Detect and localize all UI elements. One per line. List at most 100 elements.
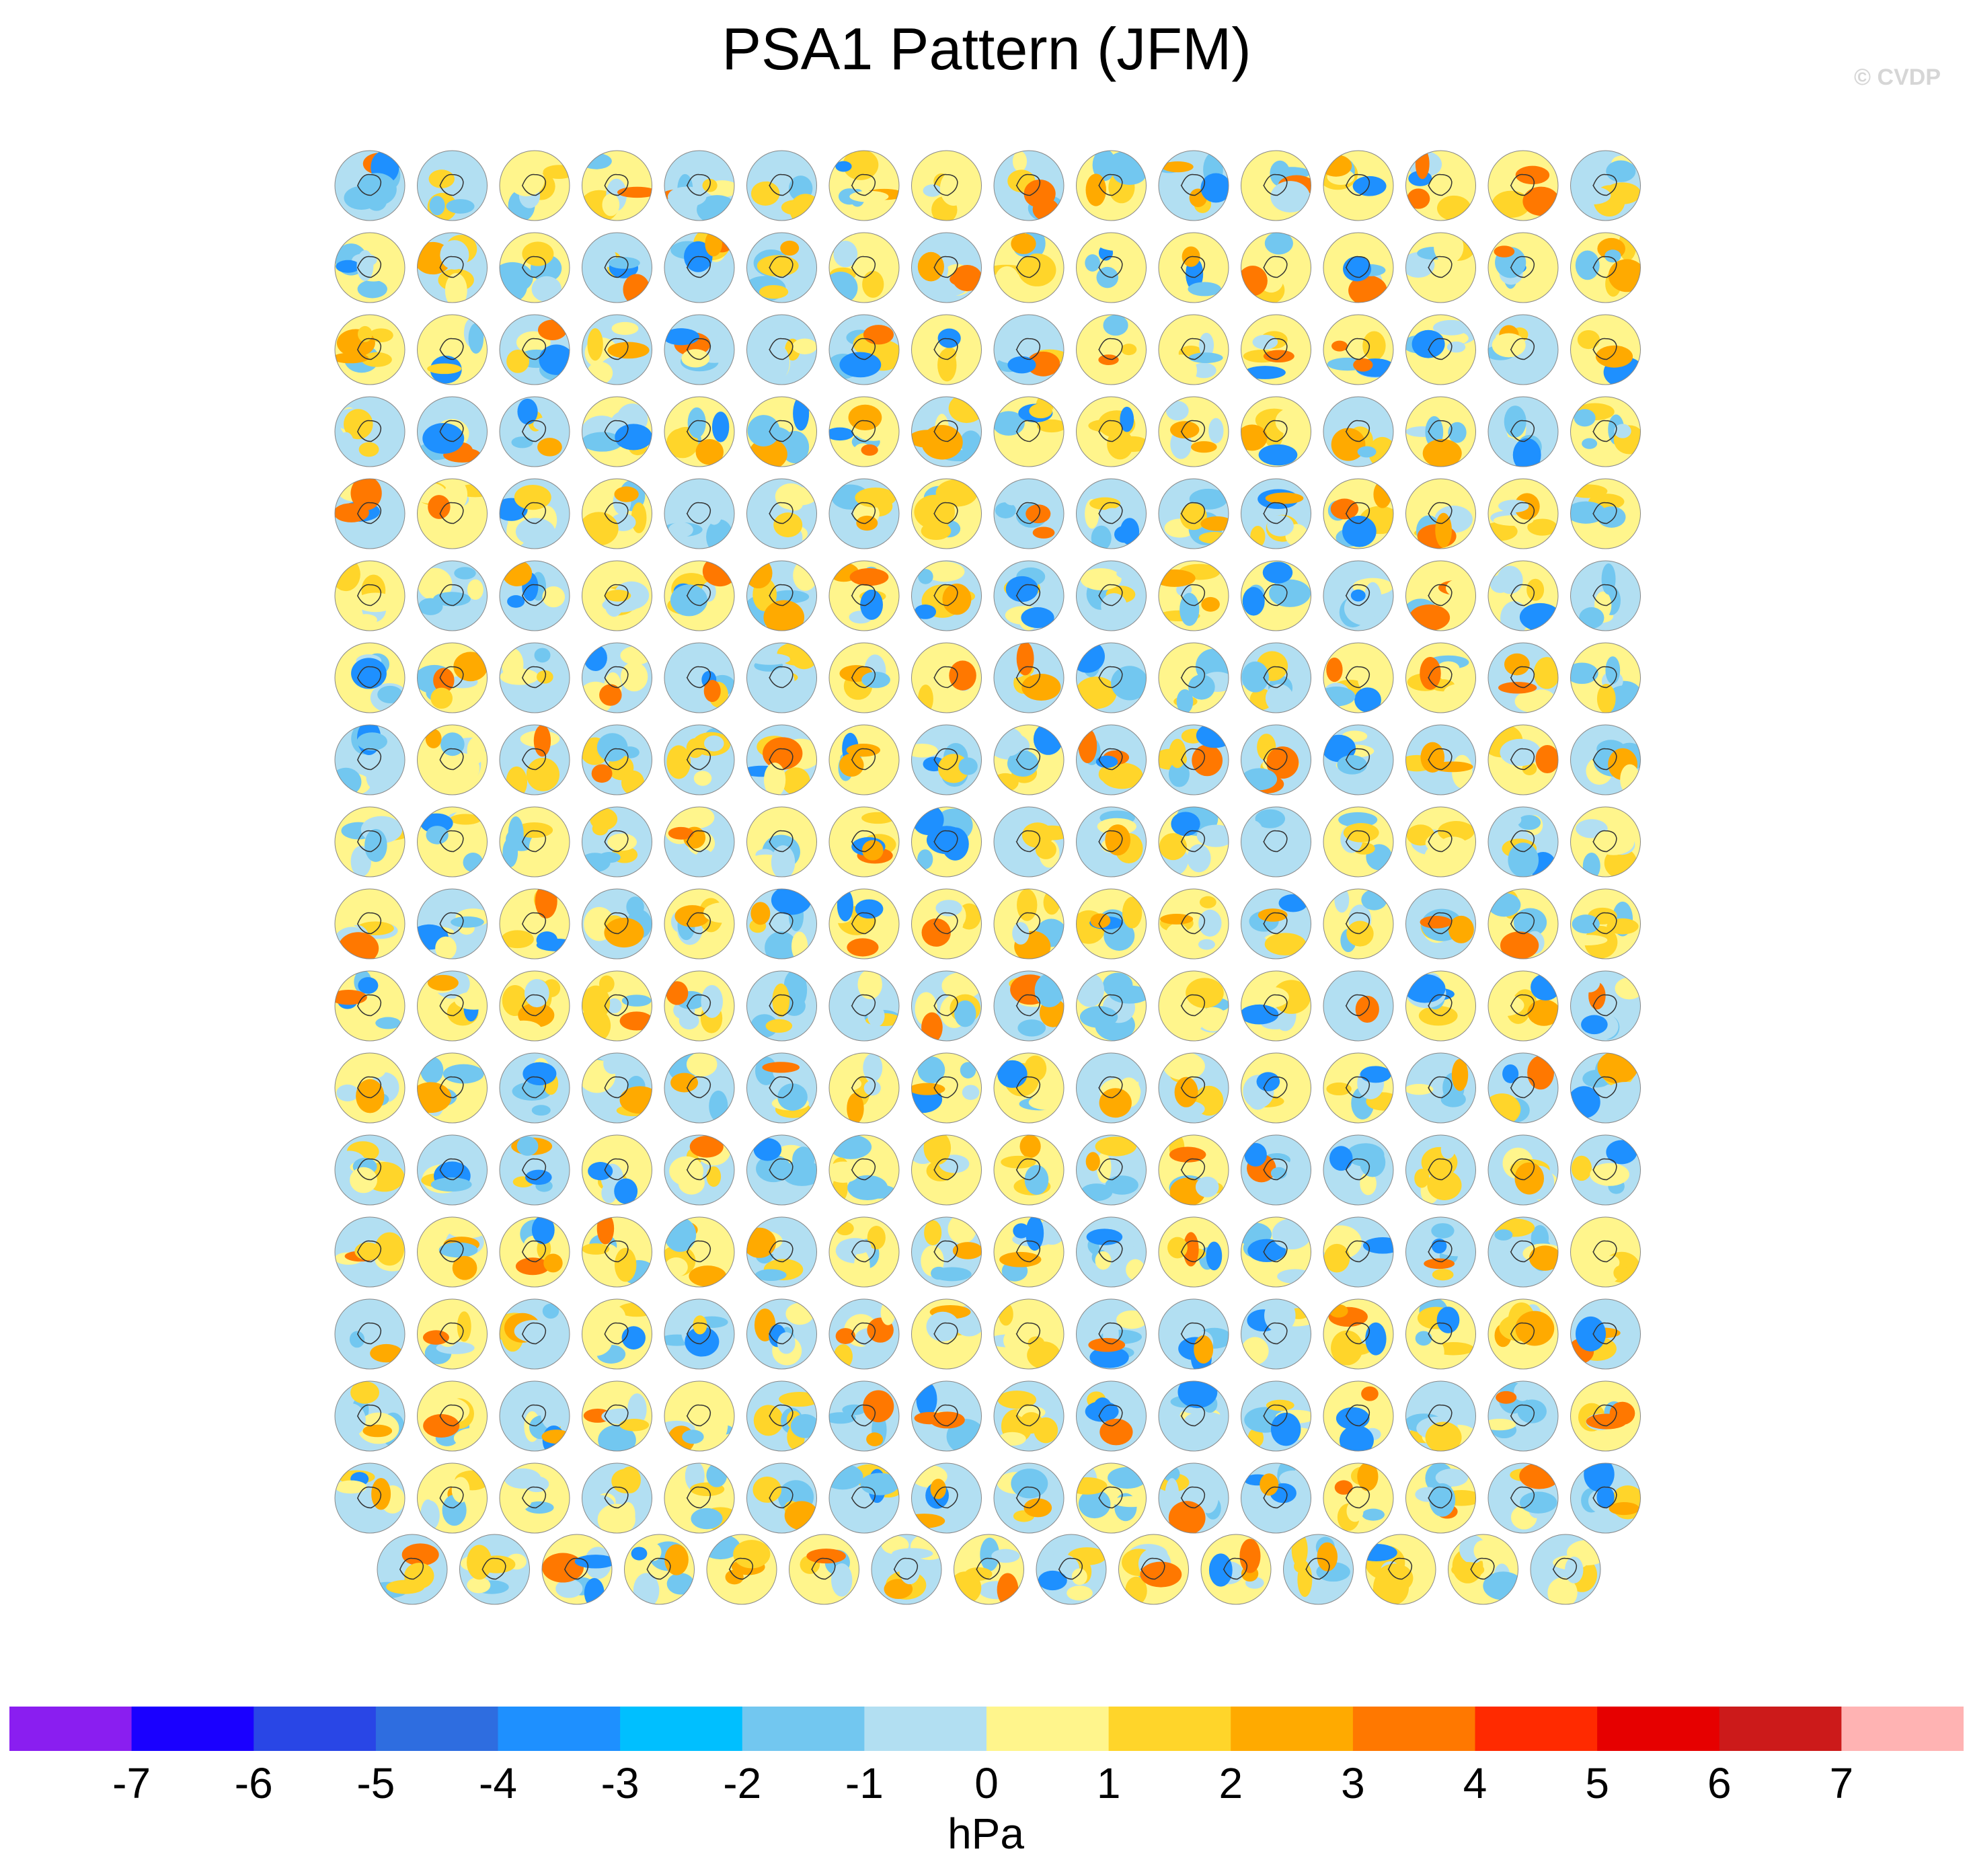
map-panel [1570, 396, 1641, 467]
map-panel [334, 1462, 405, 1534]
map-panel [417, 1298, 488, 1370]
map-panel [828, 806, 900, 877]
map-panel [417, 232, 488, 303]
map-panel [499, 1462, 570, 1534]
colorbar-tick-label: -6 [234, 1759, 273, 1807]
map-panel [664, 806, 735, 877]
colorbar-swatch [1597, 1707, 1720, 1751]
map-panel [828, 1052, 900, 1124]
map-panel [334, 1052, 405, 1124]
map-panel [1076, 1134, 1147, 1206]
map-panel [911, 806, 982, 877]
map-panel [1365, 1534, 1436, 1605]
map-panel [746, 1134, 817, 1206]
map-panel [1241, 1462, 1311, 1534]
map-panel [1530, 1534, 1601, 1605]
map-panel [911, 396, 982, 467]
map-panel [664, 1216, 735, 1288]
map-panel [1158, 806, 1229, 877]
map-panel [911, 1462, 982, 1534]
map-panel [1570, 724, 1641, 795]
map-panel [1405, 232, 1476, 303]
map-panel [1487, 150, 1559, 221]
map-panel [664, 1052, 735, 1124]
map-panel [417, 150, 488, 221]
map-panel [499, 1134, 570, 1206]
map-panel [417, 560, 488, 631]
map-panel [334, 478, 405, 549]
map-panel [1405, 888, 1476, 960]
map-panel [1158, 232, 1229, 303]
map-panel [911, 1216, 982, 1288]
map-panel [1158, 888, 1229, 960]
map-panel [1076, 970, 1147, 1042]
map-panel [1158, 1298, 1229, 1370]
map-panel [746, 232, 817, 303]
map-panel [993, 642, 1065, 713]
map-panel [1158, 1134, 1229, 1206]
map-panel [1570, 560, 1641, 631]
map-panel [1158, 150, 1229, 221]
map-panel [582, 1216, 652, 1288]
map-panel [1487, 478, 1559, 549]
map-panel [499, 1216, 570, 1288]
colorbar-tick-label: -1 [845, 1759, 884, 1807]
map-panel [417, 1462, 488, 1534]
map-panel [499, 396, 570, 467]
map-panel [1487, 1462, 1559, 1534]
map-panel [993, 478, 1065, 549]
map-panel [334, 888, 405, 960]
map-panel [1158, 1216, 1229, 1288]
colorbar-swatch [1841, 1707, 1964, 1751]
map-panel [664, 1134, 735, 1206]
map-panel [1323, 1462, 1394, 1534]
map-panel [1487, 560, 1559, 631]
map-panel [664, 888, 735, 960]
colorbar-tick-label: -3 [601, 1759, 640, 1807]
map-panel [499, 560, 570, 631]
map-panel [1241, 806, 1311, 877]
map-panel [1323, 478, 1394, 549]
map-panel [746, 150, 817, 221]
map-panel [1158, 560, 1229, 631]
map-panel [417, 642, 488, 713]
map-panel [1405, 642, 1476, 713]
map-panel [746, 970, 817, 1042]
map-panel [664, 970, 735, 1042]
map-panel [1405, 150, 1476, 221]
map-panel [664, 1380, 735, 1452]
map-panel [582, 1052, 652, 1124]
map-panel [499, 314, 570, 385]
colorbar-tick-label: -5 [356, 1759, 395, 1807]
map-panel [582, 642, 652, 713]
map-panel [582, 1462, 652, 1534]
map-panel [1570, 1134, 1641, 1206]
map-panel [1570, 1052, 1641, 1124]
map-panel [417, 888, 488, 960]
map-panel [911, 970, 982, 1042]
map-panel [334, 232, 405, 303]
colorbar-swatch [131, 1707, 254, 1751]
map-panel [1405, 1298, 1476, 1370]
colorbar-tick-label: 1 [1096, 1759, 1121, 1807]
map-panel [582, 1134, 652, 1206]
map-panel [828, 888, 900, 960]
map-panel [1487, 1298, 1559, 1370]
map-panel [334, 560, 405, 631]
map-panel [417, 1216, 488, 1288]
map-panel [1158, 642, 1229, 713]
map-panel [1487, 232, 1559, 303]
map-panel [746, 724, 817, 795]
map-panel [1487, 806, 1559, 877]
map-panel [417, 314, 488, 385]
map-panel [1241, 1216, 1311, 1288]
map-panel [1158, 314, 1229, 385]
colorbar-tick-label: -2 [723, 1759, 762, 1807]
map-panel [1405, 724, 1476, 795]
chart-title: PSA1 Pattern (JFM) [722, 15, 1251, 82]
map-panel [1076, 1052, 1147, 1124]
map-panel [993, 806, 1065, 877]
map-panel [582, 560, 652, 631]
cvdp-watermark: © CVDP [1854, 65, 1941, 90]
map-panel [993, 1216, 1065, 1288]
